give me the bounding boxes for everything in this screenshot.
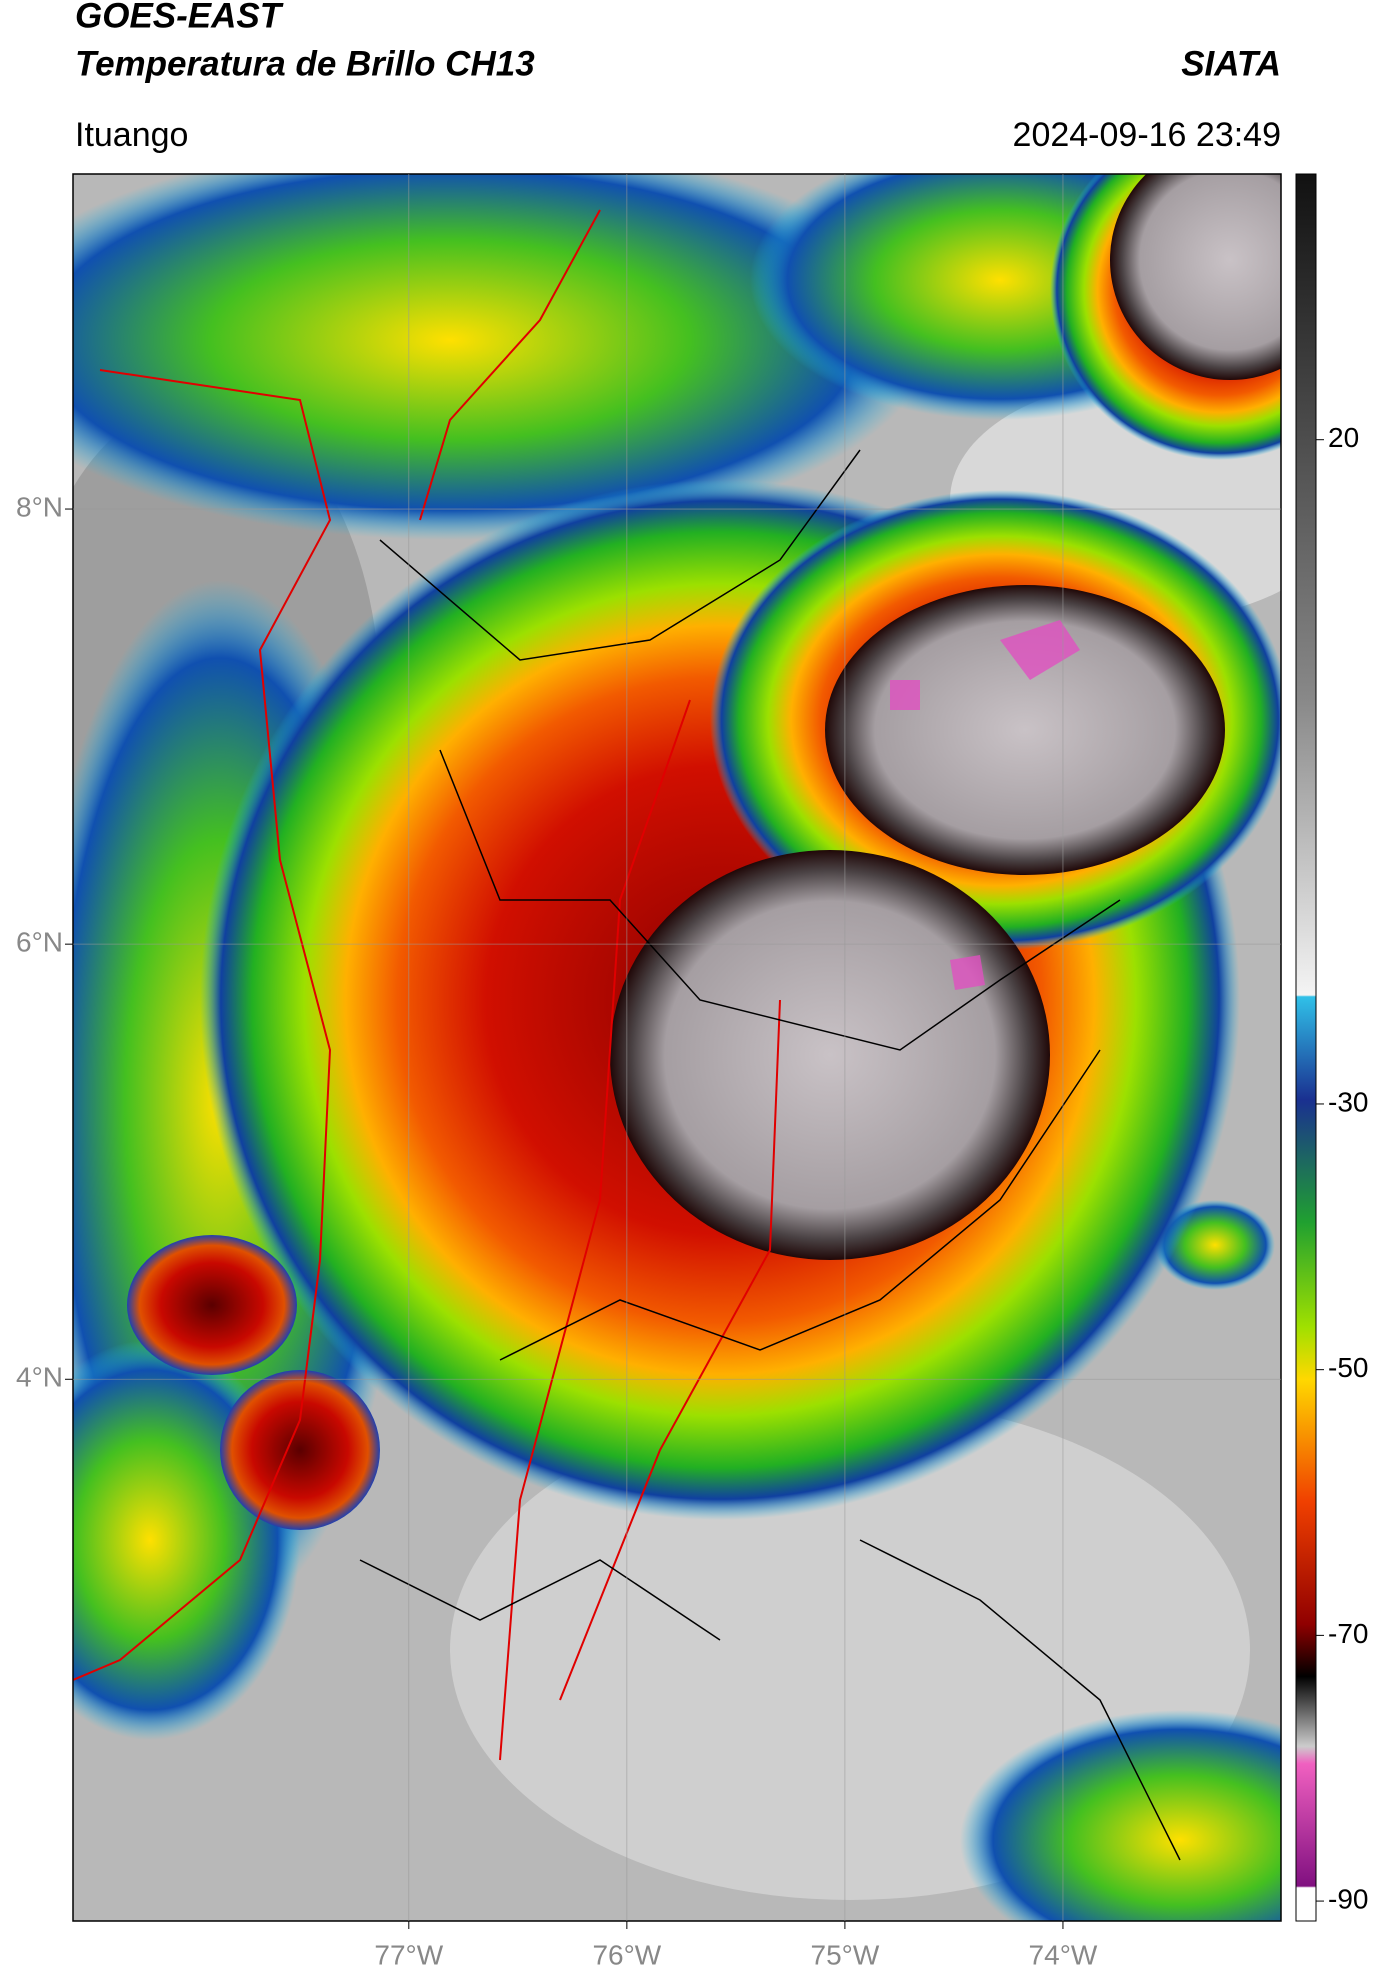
x-tick-label: 75°W bbox=[811, 1939, 880, 1970]
colorbar bbox=[1295, 173, 1317, 1922]
y-tick-label: 8°N bbox=[16, 491, 63, 522]
x-tick-label: 76°W bbox=[592, 1939, 661, 1970]
colorbar-tick-label: 20 bbox=[1328, 422, 1359, 453]
colorbar-tick-label: -30 bbox=[1328, 1086, 1368, 1117]
colorbar-tick-label: -90 bbox=[1328, 1883, 1368, 1914]
colorbar-tick-label: -70 bbox=[1328, 1618, 1368, 1649]
y-tick-label: 4°N bbox=[16, 1362, 63, 1393]
datetime: 2024-09-16 23:49 bbox=[1013, 116, 1281, 154]
title: GOES-EAST bbox=[75, 0, 284, 35]
source: SIATA bbox=[1181, 44, 1281, 83]
x-tick-label: 77°W bbox=[374, 1939, 443, 1970]
subtitle: Temperatura de Brillo CH13 bbox=[75, 44, 535, 83]
colorbar-tick-label: -50 bbox=[1328, 1352, 1368, 1383]
x-tick-label: 74°W bbox=[1029, 1939, 1098, 1970]
map-frame bbox=[72, 173, 1282, 1922]
satellite-image bbox=[73, 174, 1281, 1921]
y-tick-label: 6°N bbox=[16, 927, 63, 958]
location: Ituango bbox=[75, 116, 188, 154]
